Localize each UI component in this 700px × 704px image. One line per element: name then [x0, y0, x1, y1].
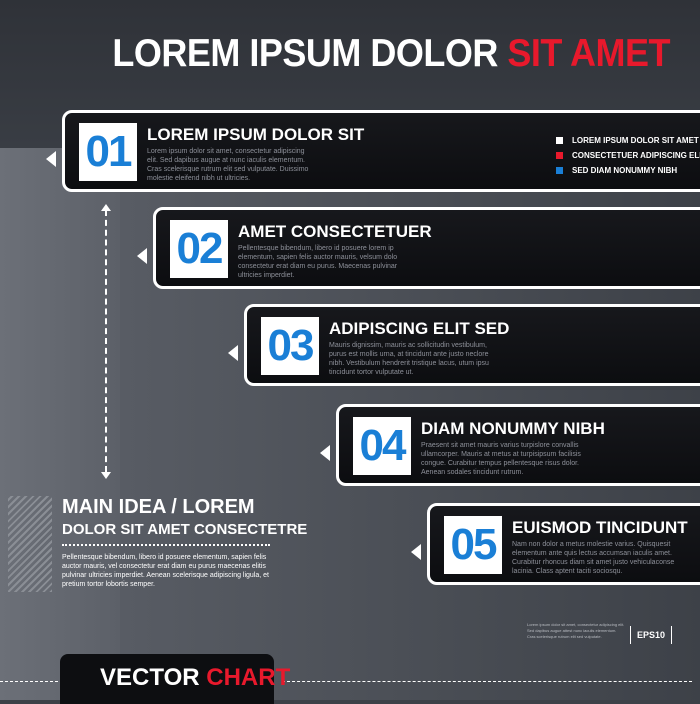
step-number-02: 02: [170, 220, 228, 278]
footer-dashed-line-left: [0, 681, 58, 682]
step-desc-01: Lorem ipsum dolor sit amet, consectetur …: [147, 148, 309, 182]
legend-item: SED DIAM NONUMMY NIBH: [556, 163, 700, 178]
step-number-03: 03: [261, 317, 319, 375]
step-desc-03: Mauris dignissim, mauris ac sollicitudin…: [329, 342, 489, 376]
eps-badge: EPS10: [630, 626, 672, 644]
step-desc-02: Pellentesque bibendum, libero id posuere…: [238, 245, 398, 279]
step-desc-04: Praesent sit amet mauris varius turpislo…: [421, 442, 581, 476]
step-title-04: DIAM NONUMMY NIBH: [421, 419, 605, 438]
page-title-accent: SIT AMET: [507, 30, 670, 75]
left-background: [0, 148, 120, 700]
legend-swatch-red: [556, 152, 563, 159]
vector-label-main: VECTOR: [100, 664, 200, 691]
step-panel-04: 04 DIAM NONUMMY NIBH Praesent sit amet m…: [320, 404, 700, 486]
legend-label: LOREM IPSUM DOLOR SIT AMET: [572, 136, 699, 145]
pointer-left-icon: [411, 544, 421, 560]
arrow-down-icon: [101, 472, 111, 479]
step-desc-05: Nam non dolor a metus molestie varius. Q…: [512, 541, 675, 575]
pointer-left-icon: [320, 445, 330, 461]
vector-label-accent: CHART: [206, 664, 291, 691]
vector-chart-label: VECTOR CHART: [100, 664, 290, 692]
footer-small-text: Lorem ipsum dolor sit amet, consectetur …: [527, 622, 625, 639]
main-idea-title-text: MAIN IDEA: [62, 496, 166, 518]
step-number-04: 04: [353, 417, 411, 475]
footer-dashed-line-right: [282, 681, 692, 682]
legend-swatch-white: [556, 137, 563, 144]
title-separator: /: [165, 496, 183, 518]
legend-label: CONSECTETUER ADIPISCING ELIT: [572, 151, 700, 160]
main-idea-title: MAIN IDEA / LOREM: [62, 496, 255, 519]
divider: [62, 544, 270, 546]
legend-item: LOREM IPSUM DOLOR SIT AMET: [556, 133, 700, 148]
pointer-left-icon: [137, 248, 147, 264]
legend-label: SED DIAM NONUMMY NIBH: [572, 166, 678, 175]
legend: LOREM IPSUM DOLOR SIT AMET CONSECTETUER …: [556, 133, 700, 178]
step-number-05: 05: [444, 516, 502, 574]
legend-item: CONSECTETUER ADIPISCING ELIT: [556, 148, 700, 163]
page-title-main: LOREM IPSUM DOLOR: [112, 30, 508, 75]
step-panel-01: 01 LOREM IPSUM DOLOR SIT Lorem ipsum dol…: [46, 110, 700, 192]
step-panel-05: 05 EUISMOD TINCIDUNT Nam non dolor a met…: [411, 503, 700, 585]
dashed-connector: [105, 210, 107, 472]
legend-swatch-blue: [556, 167, 563, 174]
pointer-left-icon: [46, 151, 56, 167]
page-title: LOREM IPSUM DOLOR SIT AMET: [112, 30, 670, 75]
step-panel-02: 02 AMET CONSECTETUER Pellentesque bibend…: [137, 207, 700, 289]
main-idea-desc: Pellentesque bibendum, libero id posuere…: [62, 554, 270, 588]
hatch-decoration: [8, 496, 52, 592]
step-number-01: 01: [79, 123, 137, 181]
step-title-01: LOREM IPSUM DOLOR SIT: [147, 125, 365, 144]
main-idea-subtitle: DOLOR SIT AMET CONSECTETRE: [62, 521, 308, 538]
pointer-left-icon: [228, 345, 238, 361]
main-idea-title-accent: LOREM: [182, 496, 255, 518]
step-title-03: ADIPISCING ELIT SED: [329, 319, 510, 338]
step-panel-03: 03 ADIPISCING ELIT SED Mauris dignissim,…: [228, 304, 700, 386]
arrow-up-icon: [101, 204, 111, 211]
vector-chart-tab: [60, 654, 274, 704]
step-title-05: EUISMOD TINCIDUNT: [512, 518, 688, 537]
step-title-02: AMET CONSECTETUER: [238, 222, 432, 241]
